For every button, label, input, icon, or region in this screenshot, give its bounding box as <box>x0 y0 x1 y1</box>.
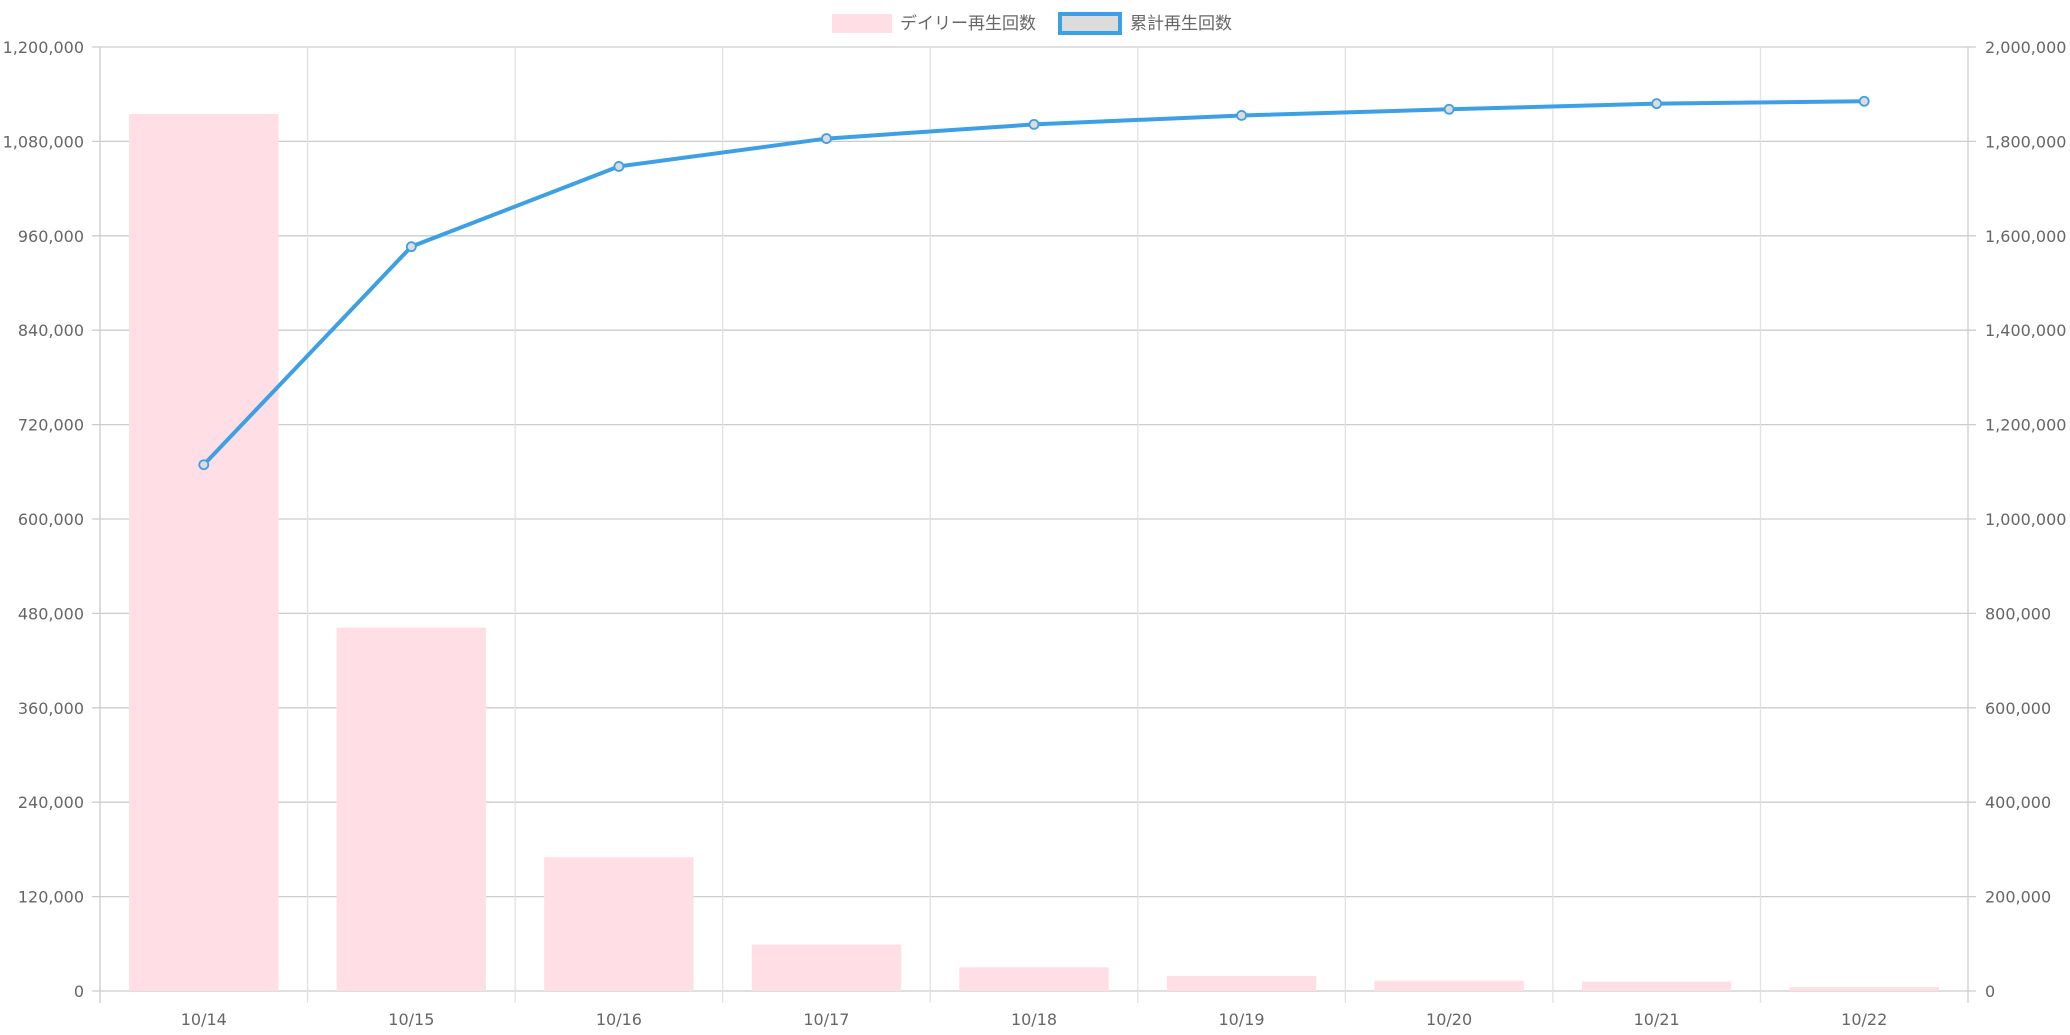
x-axis-tick-label: 10/22 <box>1841 1010 1887 1029</box>
bar-10/15 <box>336 627 487 991</box>
left-axis-tick-label: 240,000 <box>18 793 84 812</box>
left-axis-tick-label: 360,000 <box>18 699 84 718</box>
left-axis-tick-label: 120,000 <box>18 888 84 907</box>
right-axis-tick-label: 0 <box>1985 982 1995 1001</box>
bar-10/18 <box>959 967 1109 991</box>
right-axis-tick-label: 400,000 <box>1985 793 2051 812</box>
x-axis-tick-label: 10/20 <box>1426 1010 1472 1029</box>
bar-10/22 <box>1789 987 1939 991</box>
legend-label-cumulative: 累計再生回数 <box>1130 14 1232 34</box>
bar-10/20 <box>1374 980 1524 991</box>
bar-10/21 <box>1581 981 1732 991</box>
line-point-10/19 <box>1236 110 1247 121</box>
left-axis-tick-label: 840,000 <box>18 321 84 340</box>
x-axis-tick-label: 10/15 <box>388 1010 434 1029</box>
bar-10/19 <box>1166 976 1317 991</box>
legend-swatch-daily <box>832 14 892 33</box>
bar-10/17 <box>751 944 902 991</box>
left-axis-tick-label: 1,200,000 <box>3 38 84 57</box>
x-axis-tick-label: 10/18 <box>1011 1010 1057 1029</box>
left-axis-tick-label: 0 <box>74 982 84 1001</box>
right-axis-tick-label: 1,200,000 <box>1985 416 2066 435</box>
line-point-10/15 <box>405 241 417 253</box>
left-axis-tick-label: 960,000 <box>18 227 84 246</box>
right-axis-tick-label: 1,000,000 <box>1985 510 2066 529</box>
right-axis-tick-label: 1,800,000 <box>1985 132 2066 151</box>
left-axis-tick-label: 480,000 <box>18 604 84 623</box>
bar-10/14 <box>129 113 279 991</box>
line-series-cumulative <box>202 99 1865 467</box>
left-axis-tick-label: 600,000 <box>18 510 84 529</box>
x-axis-tick-label: 10/19 <box>1219 1010 1265 1029</box>
bar-10/16 <box>544 857 694 991</box>
x-axis-tick-label: 10/17 <box>803 1010 849 1029</box>
line-point-10/22 <box>1858 95 1870 107</box>
x-axis-tick-label: 10/14 <box>181 1010 227 1029</box>
legend-swatch-cumulative <box>1058 12 1122 35</box>
right-axis-tick-label: 200,000 <box>1985 888 2051 907</box>
x-axis-tick-label: 10/21 <box>1634 1010 1680 1029</box>
legend-label-daily: デイリー再生回数 <box>900 13 1036 34</box>
x-axis-tick-label: 10/16 <box>596 1010 642 1029</box>
right-axis-tick-label: 2,000,000 <box>1985 38 2066 57</box>
line-point-10/16 <box>613 161 625 172</box>
line-point-10/21 <box>1651 98 1663 110</box>
right-axis-tick-label: 1,600,000 <box>1985 227 2066 246</box>
line-point-10/18 <box>1028 119 1040 130</box>
right-axis-tick-label: 800,000 <box>1985 604 2051 623</box>
right-axis-tick-label: 600,000 <box>1985 699 2051 718</box>
line-point-10/14 <box>198 459 210 471</box>
left-axis-tick-label: 1,080,000 <box>3 132 84 151</box>
left-axis-tick-label: 720,000 <box>18 416 84 435</box>
line-point-10/20 <box>1443 103 1455 115</box>
right-axis-tick-label: 1,400,000 <box>1985 321 2066 340</box>
line-point-10/17 <box>821 133 832 144</box>
